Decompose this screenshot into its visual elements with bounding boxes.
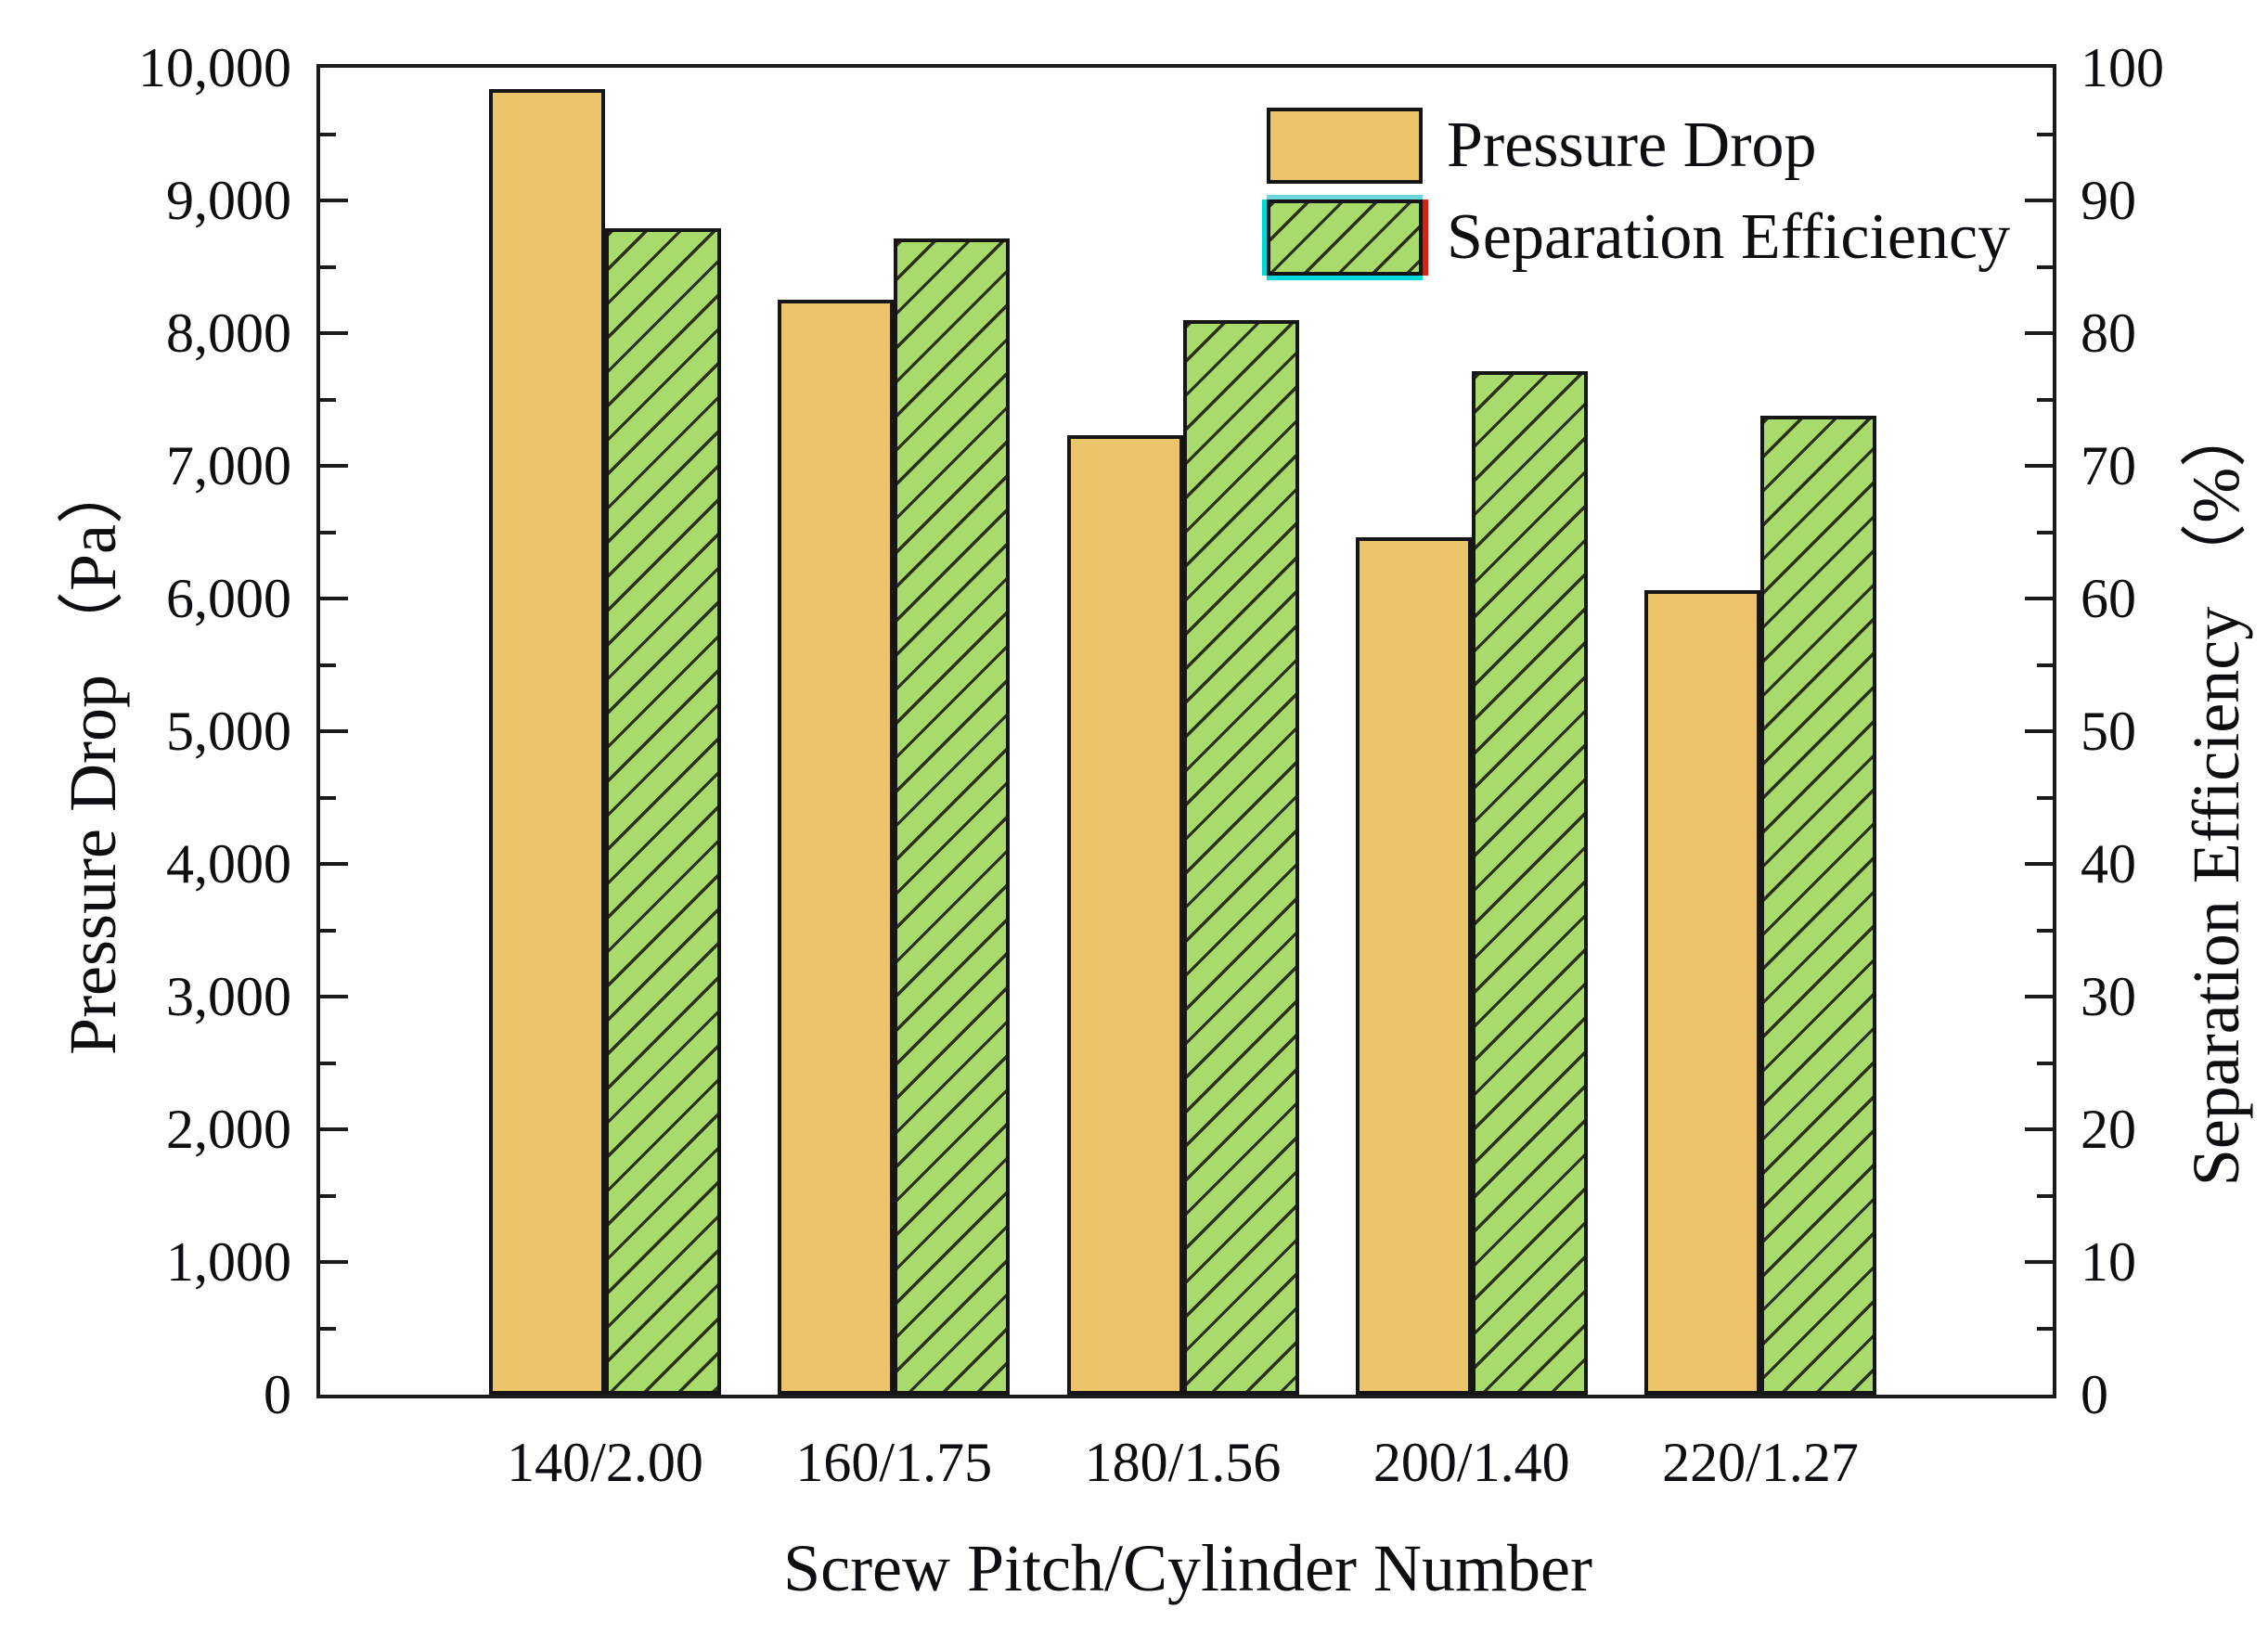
x-axis-tick-label: 180/1.56 (1084, 1432, 1282, 1493)
legend: Pressure Drop Separation Efficiency (1267, 108, 2010, 276)
right-axis-tick-label: 0 (2081, 1364, 2108, 1425)
left-axis-tick-label: 10,000 (138, 37, 291, 98)
right-axis-tick-label: 90 (2081, 170, 2136, 231)
right-minor-tick (2037, 1326, 2053, 1331)
right-major-tick (2025, 597, 2053, 600)
left-axis-tick-label: 3,000 (166, 966, 291, 1027)
right-axis-tick-label: 80 (2081, 303, 2136, 364)
right-axis-tick-label: 100 (2081, 37, 2164, 98)
legend-label-pressure-drop: Pressure Drop (1447, 109, 1817, 181)
left-major-tick (320, 331, 348, 335)
left-major-tick (320, 597, 348, 600)
left-axis-tick-label: 6,000 (166, 568, 291, 629)
right-minor-tick (2037, 132, 2053, 136)
left-minor-tick (320, 1326, 336, 1331)
left-minor-tick (320, 928, 336, 933)
right-minor-tick (2037, 397, 2053, 402)
left-minor-tick (320, 1061, 336, 1065)
left-major-tick (320, 1260, 348, 1264)
x-axis-tick-label: 160/1.75 (795, 1432, 993, 1493)
separation-efficiency-bar (894, 238, 1011, 1395)
right-axis-tick-label: 60 (2081, 568, 2136, 629)
x-axis-tick-label: 200/1.40 (1372, 1432, 1570, 1493)
right-axis-tick-label: 10 (2081, 1231, 2136, 1293)
separation-efficiency-bar (1182, 320, 1299, 1395)
right-minor-tick (2037, 928, 2053, 933)
legend-item-separation-efficiency: Separation Efficiency (1267, 200, 2010, 276)
separation-efficiency-bar (1760, 416, 1876, 1395)
right-major-tick (2025, 199, 2053, 202)
left-axis-tick-label: 9,000 (166, 170, 291, 231)
left-axis-tick-label: 0 (264, 1364, 291, 1425)
right-minor-tick (2037, 1193, 2053, 1198)
pressure-drop-bar (1355, 537, 1472, 1395)
left-axis-tick-label: 2,000 (166, 1099, 291, 1160)
left-minor-tick (320, 397, 336, 402)
pressure-drop-bar (1066, 435, 1183, 1395)
plot-area (316, 64, 2056, 1398)
separation-efficiency-bar (605, 228, 721, 1395)
left-axis-tick-label: 4,000 (166, 833, 291, 895)
left-axis-title: Pressure Drop （Pa） (56, 457, 130, 1055)
right-major-tick (2025, 729, 2053, 733)
right-minor-tick (2037, 264, 2053, 269)
right-axis-tick-label: 30 (2081, 966, 2136, 1027)
pressure-drop-swatch (1267, 108, 1423, 184)
x-axis-tick-label: 140/2.00 (507, 1432, 703, 1493)
left-major-tick (320, 1127, 348, 1131)
separation-efficiency-swatch (1267, 200, 1423, 276)
right-minor-tick (2037, 1061, 2053, 1065)
left-axis-tick-label: 1,000 (166, 1231, 291, 1293)
pressure-drop-bar (489, 89, 605, 1395)
right-major-tick (2025, 995, 2053, 998)
left-major-tick (320, 464, 348, 468)
left-major-tick (320, 729, 348, 733)
pressure-drop-bar (778, 300, 895, 1395)
right-minor-tick (2037, 530, 2053, 534)
left-axis-tick-label: 8,000 (166, 303, 291, 364)
right-axis-title: Separation Efficiency （%） (2179, 400, 2253, 1187)
right-axis-tick-label: 70 (2081, 435, 2136, 496)
right-major-tick (2025, 331, 2053, 335)
left-axis-tick-label: 5,000 (166, 701, 291, 762)
legend-label-separation-efficiency: Separation Efficiency (1447, 201, 2011, 273)
left-major-tick (320, 199, 348, 202)
left-major-tick (320, 862, 348, 866)
right-major-tick (2025, 1127, 2053, 1131)
right-minor-tick (2037, 663, 2053, 667)
left-major-tick (320, 995, 348, 998)
pressure-drop-bar (1644, 590, 1760, 1395)
left-minor-tick (320, 264, 336, 269)
right-major-tick (2025, 862, 2053, 866)
right-axis-tick-label: 20 (2081, 1099, 2136, 1160)
right-axis-tick-label: 40 (2081, 833, 2136, 895)
right-major-tick (2025, 1260, 2053, 1264)
x-axis-title: Screw Pitch/Cylinder Number (783, 1531, 1592, 1605)
legend-item-pressure-drop: Pressure Drop (1267, 108, 2010, 184)
left-minor-tick (320, 132, 336, 136)
right-axis-tick-label: 50 (2081, 701, 2136, 762)
left-minor-tick (320, 663, 336, 667)
left-minor-tick (320, 530, 336, 534)
left-minor-tick (320, 795, 336, 800)
right-minor-tick (2037, 795, 2053, 800)
x-axis-tick-label: 220/1.27 (1662, 1432, 1859, 1493)
left-minor-tick (320, 1193, 336, 1198)
right-major-tick (2025, 464, 2053, 468)
left-axis-tick-label: 7,000 (166, 435, 291, 496)
separation-efficiency-bar (1471, 371, 1588, 1395)
